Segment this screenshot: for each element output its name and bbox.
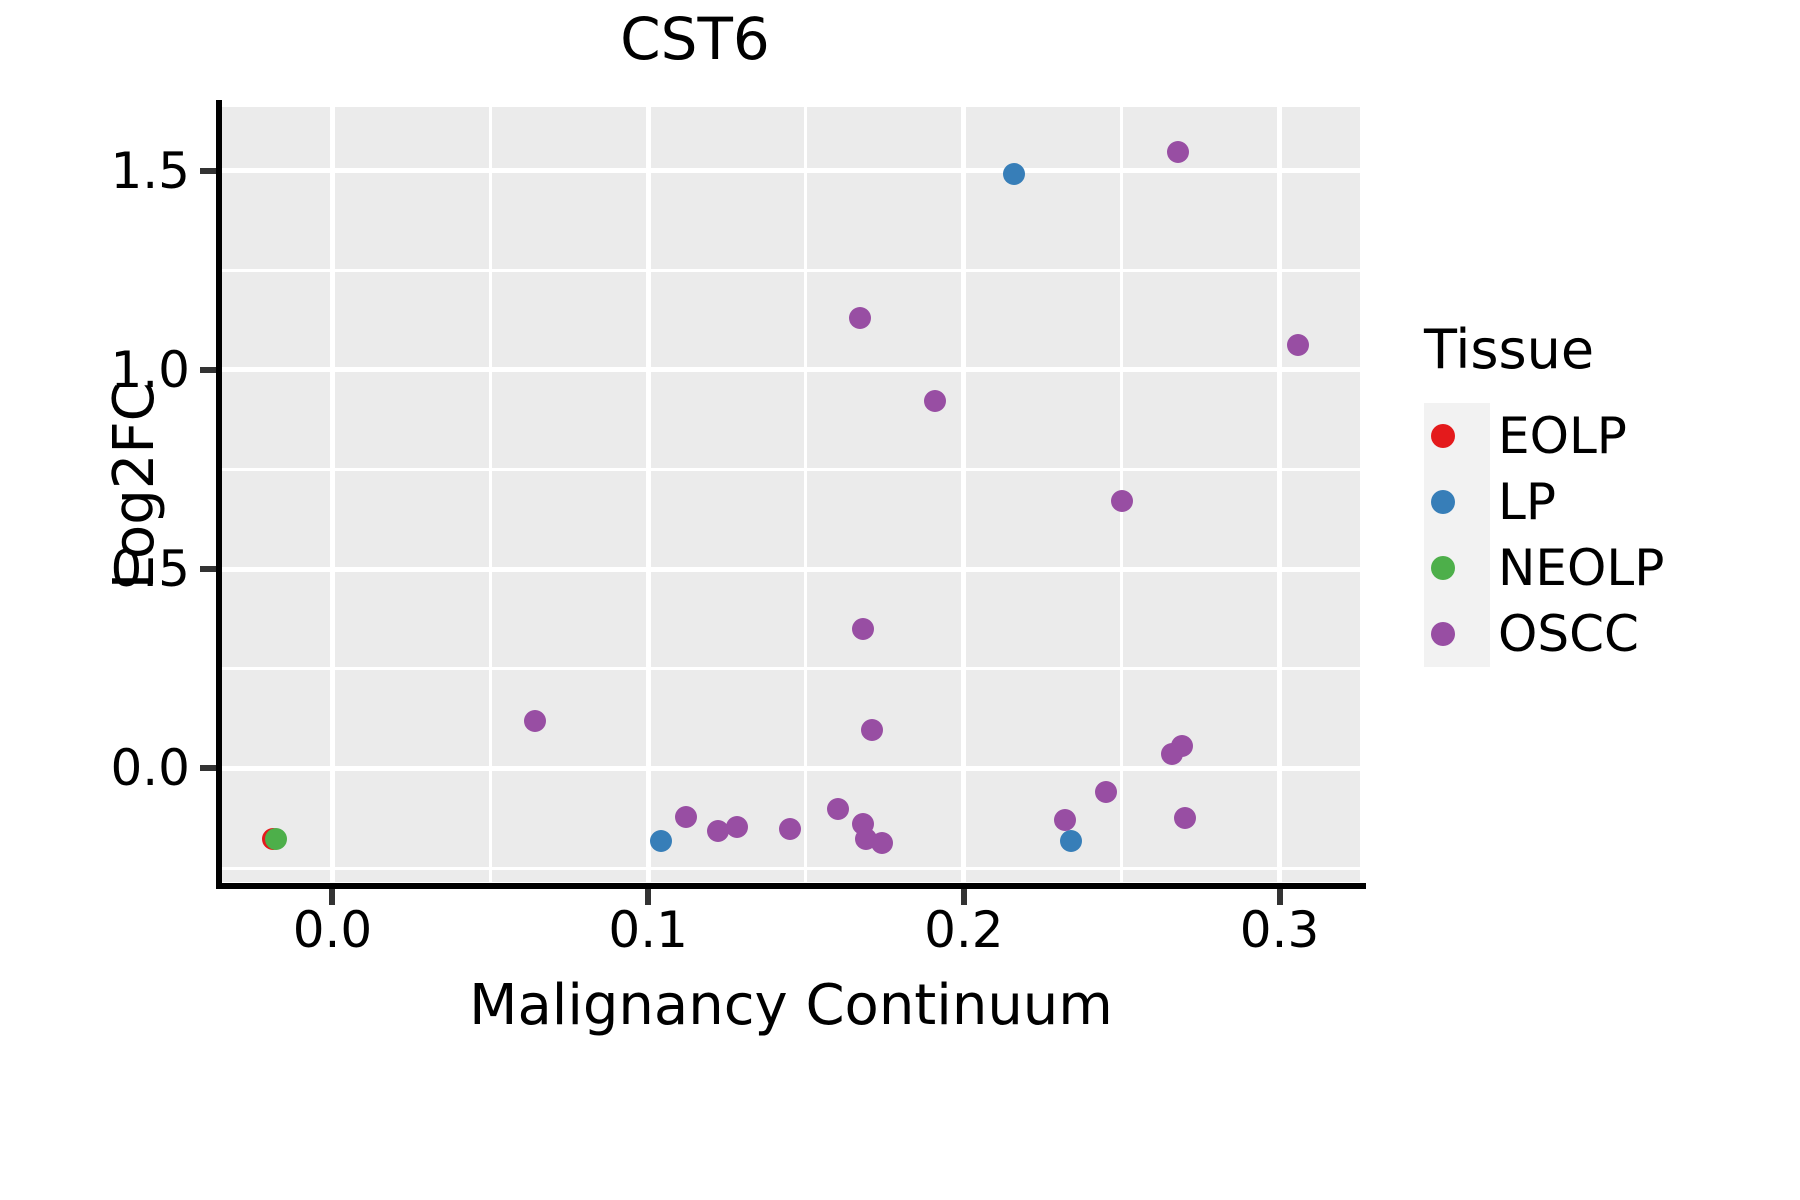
legend: Tissue EOLP LP NEOLP OSCC (1410, 318, 1790, 668)
data-point (1094, 780, 1117, 803)
data-point (779, 818, 802, 840)
y-tick-mark (200, 167, 216, 174)
legend-item-label: EOLP (1498, 407, 1627, 466)
gridline-vertical (961, 107, 967, 882)
x-tick-label: 0.1 (608, 901, 688, 959)
y-tick-mark (200, 566, 216, 573)
x-tick-mark (1276, 889, 1283, 905)
gridline-horizontal (222, 367, 1360, 373)
x-axis-line (216, 883, 1366, 889)
legend-swatch (1410, 469, 1476, 535)
legend-dot-icon (1431, 490, 1455, 515)
data-point (826, 797, 849, 820)
gridline-vertical (488, 107, 492, 882)
gridline-horizontal (222, 667, 1360, 671)
data-point (1110, 489, 1133, 512)
legend-dot-icon (1431, 424, 1455, 449)
y-axis-line (216, 100, 222, 889)
x-tick-label: 0.2 (924, 901, 1004, 959)
legend-item-eolp[interactable]: EOLP (1410, 403, 1790, 469)
y-axis-label: Log2FC (102, 382, 168, 590)
data-point (264, 828, 287, 851)
legend-item-oscc[interactable]: OSCC (1410, 601, 1790, 667)
legend-entries: EOLP LP NEOLP OSCC (1410, 403, 1790, 668)
data-point (649, 829, 672, 852)
y-tick-label: 1.5 (110, 141, 190, 200)
data-point (1170, 735, 1193, 758)
x-tick-mark (329, 889, 336, 905)
data-point (1173, 806, 1196, 829)
gridline-vertical (804, 107, 808, 882)
data-point (523, 710, 546, 733)
legend-item-label: NEOLP (1498, 539, 1665, 598)
legend-item-lp[interactable]: LP (1410, 469, 1790, 535)
gridline-horizontal (222, 866, 1360, 870)
y-tick-label: 0.0 (110, 739, 190, 798)
x-tick-mark (645, 889, 652, 905)
legend-dot-icon (1431, 556, 1455, 581)
data-point (924, 389, 947, 412)
gridline-horizontal (222, 268, 1360, 272)
gridline-horizontal (222, 468, 1360, 472)
data-point (675, 806, 698, 829)
data-point (706, 819, 729, 842)
y-tick-label: 1.0 (110, 340, 190, 399)
gridline-vertical (329, 107, 335, 882)
data-point (870, 831, 893, 854)
data-point (1167, 140, 1190, 163)
legend-dot-icon (1431, 622, 1455, 647)
data-point (1287, 334, 1310, 357)
x-axis-label: Malignancy Continuum (469, 973, 1113, 1038)
data-point (861, 718, 884, 741)
legend-swatch (1410, 601, 1476, 667)
legend-title: Tissue (1424, 318, 1595, 381)
legend-item-neolp[interactable]: NEOLP (1410, 535, 1790, 601)
gridline-horizontal (222, 566, 1360, 572)
gridline-vertical (645, 107, 651, 882)
page-title: CST6 (620, 5, 770, 73)
y-tick-mark (200, 366, 216, 373)
data-point (848, 306, 871, 329)
y-tick-label: 0.5 (110, 540, 190, 599)
data-point (1060, 829, 1083, 852)
gridline-horizontal (222, 168, 1360, 174)
data-point (1003, 162, 1026, 185)
gridline-horizontal (222, 765, 1360, 771)
x-tick-label: 0.3 (1239, 901, 1320, 959)
data-point (725, 816, 748, 839)
legend-item-label: LP (1498, 473, 1557, 532)
legend-swatch (1410, 535, 1476, 601)
legend-item-label: OSCC (1498, 605, 1639, 664)
plot-panel (222, 107, 1360, 882)
y-tick-mark (200, 765, 216, 772)
legend-swatch (1410, 403, 1476, 469)
x-tick-label: 0.0 (292, 901, 373, 959)
x-tick-mark (960, 889, 967, 905)
gridline-vertical (1277, 107, 1282, 882)
data-point (1053, 808, 1076, 831)
data-point (851, 618, 874, 641)
